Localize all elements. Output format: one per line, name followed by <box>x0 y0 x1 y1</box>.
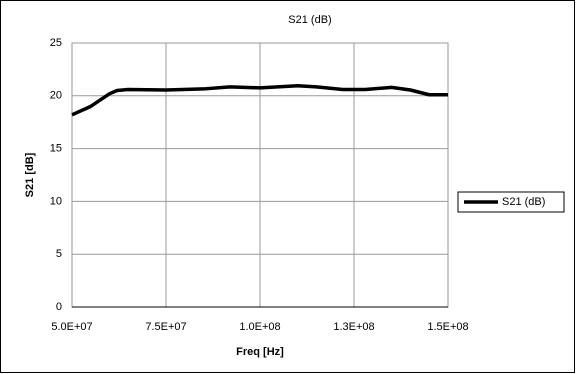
y-tick-label: 0 <box>56 301 62 313</box>
y-tick-label: 5 <box>56 248 62 260</box>
data-line <box>71 84 448 117</box>
legend-box <box>457 191 565 213</box>
y-axis-label: S21 [dB] <box>24 152 36 197</box>
chart-title: S21 (dB) <box>288 14 331 26</box>
x-tick-label: 5.0E+07 <box>51 321 92 333</box>
x-tick-label: 7.5E+07 <box>145 321 186 333</box>
y-tick-label: 20 <box>50 90 62 102</box>
x-tick-label: 1.5E+08 <box>427 321 468 333</box>
y-tick-label: 25 <box>50 37 62 49</box>
x-tick-label: 1.3E+08 <box>333 321 374 333</box>
y-tick-label: 10 <box>50 195 62 207</box>
x-axis-label: Freq [Hz] <box>236 346 284 358</box>
x-tick-label: 1.0E+08 <box>239 321 280 333</box>
y-tick-label: 15 <box>50 143 62 155</box>
legend-label: S21 (dB) <box>502 196 545 208</box>
